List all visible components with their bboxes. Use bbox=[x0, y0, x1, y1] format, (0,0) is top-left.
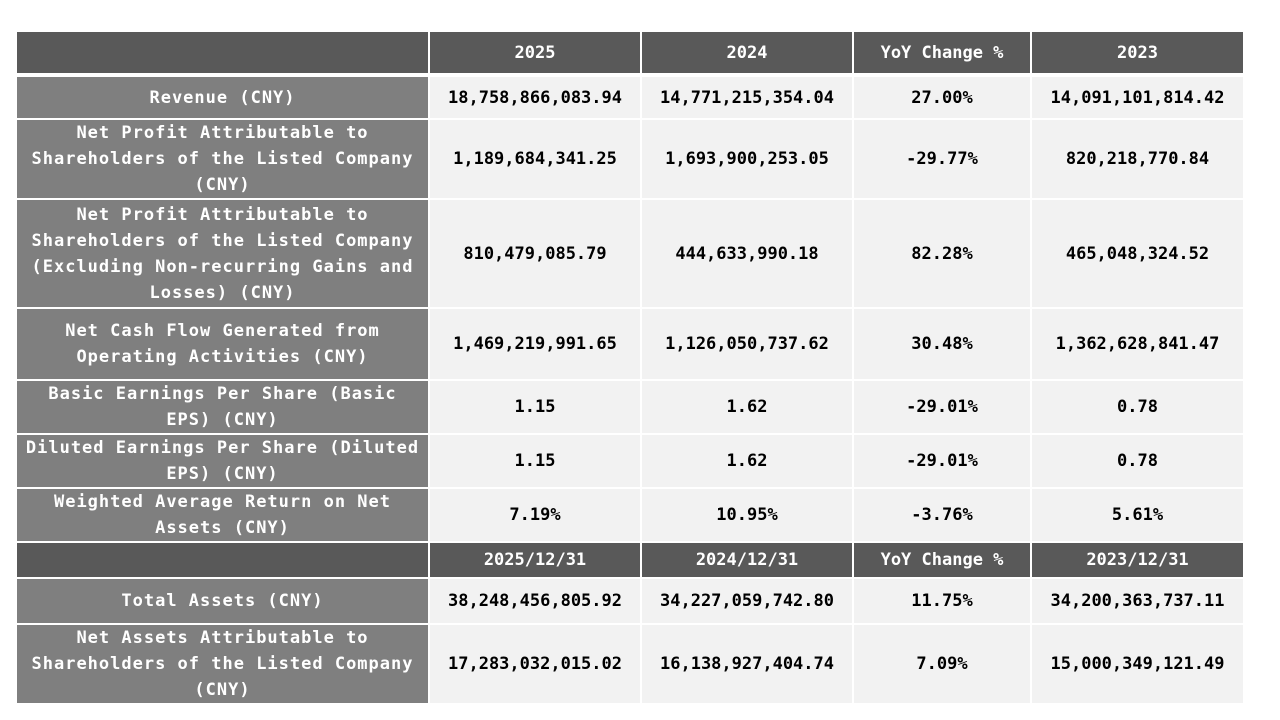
data-cell: 1.62 bbox=[640, 379, 854, 435]
row-label: Basic Earnings Per Share (Basic EPS) (CN… bbox=[15, 379, 430, 435]
data-cell: 1.15 bbox=[428, 433, 642, 489]
data-cell: 1,362,628,841.47 bbox=[1030, 307, 1245, 381]
data-row: Total Assets (CNY) 38,248,456,805.92 34,22… bbox=[15, 577, 1245, 625]
table-body: 2025 2024 YoY Change % 2023 Revenue (CNY) 18,… bbox=[15, 30, 1245, 705]
data-cell: 16,138,927,404.74 bbox=[640, 623, 854, 705]
data-cell: 11.75% bbox=[852, 577, 1032, 625]
data-cell: 1,126,050,737.62 bbox=[640, 307, 854, 381]
header-cell: 2023 bbox=[1030, 30, 1245, 77]
row-label: Net Assets Attributable to Shareholders … bbox=[15, 623, 430, 705]
data-cell: 27.00% bbox=[852, 74, 1032, 120]
data-cell: 444,633,990.18 bbox=[640, 198, 854, 309]
header-cell: 2025/12/31 bbox=[428, 541, 642, 579]
data-cell: -3.76% bbox=[852, 487, 1032, 543]
row-label: Total Assets (CNY) bbox=[15, 577, 430, 625]
data-cell: 17,283,032,015.02 bbox=[428, 623, 642, 705]
data-cell: 30.48% bbox=[852, 307, 1032, 381]
header-cell: 2023/12/31 bbox=[1030, 541, 1245, 579]
data-cell: 1,693,900,253.05 bbox=[640, 118, 854, 200]
row-label: Net Profit Attributable to Shareholders … bbox=[15, 198, 430, 309]
header-row: 2025/12/31 2024/12/31 YoY Change % 2023/12/… bbox=[15, 541, 1245, 579]
data-cell: 1,469,219,991.65 bbox=[428, 307, 642, 381]
header-cell bbox=[15, 30, 430, 77]
data-row: Diluted Earnings Per Share (Diluted EPS)… bbox=[15, 433, 1245, 489]
data-cell: 810,479,085.79 bbox=[428, 198, 642, 309]
row-label: Net Cash Flow Generated from Operating A… bbox=[15, 307, 430, 381]
row-label: Revenue (CNY) bbox=[15, 74, 430, 120]
data-cell: -29.01% bbox=[852, 379, 1032, 435]
data-cell: 34,227,059,742.80 bbox=[640, 577, 854, 625]
data-cell: 465,048,324.52 bbox=[1030, 198, 1245, 309]
data-cell: 1.62 bbox=[640, 433, 854, 489]
header-cell: YoY Change % bbox=[852, 541, 1032, 579]
row-label: Diluted Earnings Per Share (Diluted EPS)… bbox=[15, 433, 430, 489]
data-row: Net Profit Attributable to Shareholders … bbox=[15, 118, 1245, 200]
data-cell: 5.61% bbox=[1030, 487, 1245, 543]
data-cell: 0.78 bbox=[1030, 379, 1245, 435]
header-cell: 2024/12/31 bbox=[640, 541, 854, 579]
data-row: Net Assets Attributable to Shareholders … bbox=[15, 623, 1245, 705]
data-row: Weighted Average Return on Net Assets (C… bbox=[15, 487, 1245, 543]
data-cell: 82.28% bbox=[852, 198, 1032, 309]
data-cell: -29.77% bbox=[852, 118, 1032, 200]
data-row: Basic Earnings Per Share (Basic EPS) (CN… bbox=[15, 379, 1245, 435]
header-cell bbox=[15, 541, 430, 579]
data-cell: -29.01% bbox=[852, 433, 1032, 489]
row-label: Net Profit Attributable to Shareholders … bbox=[15, 118, 430, 200]
data-cell: 7.19% bbox=[428, 487, 642, 543]
data-cell: 10.95% bbox=[640, 487, 854, 543]
financial-table: 2025 2024 YoY Change % 2023 Revenue (CNY) 18,… bbox=[15, 30, 1245, 705]
data-cell: 38,248,456,805.92 bbox=[428, 577, 642, 625]
data-row: Net Cash Flow Generated from Operating A… bbox=[15, 307, 1245, 381]
data-row: Net Profit Attributable to Shareholders … bbox=[15, 198, 1245, 309]
data-cell: 1,189,684,341.25 bbox=[428, 118, 642, 200]
data-cell: 820,218,770.84 bbox=[1030, 118, 1245, 200]
data-row: Revenue (CNY) 18,758,866,083.94 14,771,215… bbox=[15, 74, 1245, 120]
data-cell: 34,200,363,737.11 bbox=[1030, 577, 1245, 625]
data-cell: 1.15 bbox=[428, 379, 642, 435]
header-cell: YoY Change % bbox=[852, 30, 1032, 77]
data-cell: 7.09% bbox=[852, 623, 1032, 705]
data-cell: 18,758,866,083.94 bbox=[428, 74, 642, 120]
data-cell: 14,771,215,354.04 bbox=[640, 74, 854, 120]
data-cell: 0.78 bbox=[1030, 433, 1245, 489]
header-row: 2025 2024 YoY Change % 2023 bbox=[15, 30, 1245, 77]
row-label: Weighted Average Return on Net Assets (C… bbox=[15, 487, 430, 543]
header-cell: 2024 bbox=[640, 30, 854, 77]
data-cell: 15,000,349,121.49 bbox=[1030, 623, 1245, 705]
header-cell: 2025 bbox=[428, 30, 642, 77]
data-cell: 14,091,101,814.42 bbox=[1030, 74, 1245, 120]
